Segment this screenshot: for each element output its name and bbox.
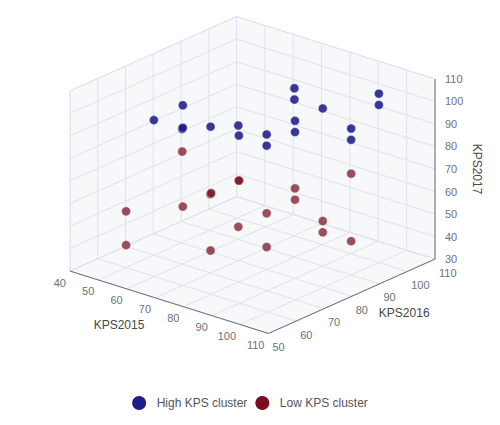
svg-text:100: 100 (445, 95, 463, 107)
svg-text:High KPS cluster: High KPS cluster (157, 396, 248, 410)
svg-text:90: 90 (196, 321, 208, 333)
svg-text:110: 110 (247, 339, 265, 351)
svg-text:100: 100 (218, 330, 236, 342)
svg-text:80: 80 (445, 140, 457, 152)
svg-text:50: 50 (82, 285, 94, 297)
svg-text:30: 30 (445, 253, 457, 265)
svg-text:KPS2015: KPS2015 (94, 318, 145, 332)
svg-text:60: 60 (445, 186, 457, 198)
svg-text:100: 100 (411, 279, 429, 291)
svg-text:40: 40 (54, 277, 66, 289)
svg-text:110: 110 (445, 73, 463, 85)
svg-text:90: 90 (383, 291, 395, 303)
svg-text:80: 80 (356, 304, 368, 316)
svg-text:KPS2017: KPS2017 (470, 144, 484, 195)
svg-text:60: 60 (110, 294, 122, 306)
svg-text:40: 40 (445, 231, 457, 243)
svg-text:Low KPS cluster: Low KPS cluster (280, 396, 368, 410)
svg-text:KPS2016: KPS2016 (379, 306, 430, 320)
svg-text:70: 70 (139, 303, 151, 315)
svg-text:50: 50 (272, 341, 284, 353)
svg-text:80: 80 (167, 312, 179, 324)
svg-text:90: 90 (445, 118, 457, 130)
svg-text:70: 70 (328, 316, 340, 328)
svg-text:70: 70 (445, 163, 457, 175)
svg-text:50: 50 (445, 208, 457, 220)
svg-text:110: 110 (439, 267, 457, 279)
svg-text:60: 60 (300, 329, 312, 341)
